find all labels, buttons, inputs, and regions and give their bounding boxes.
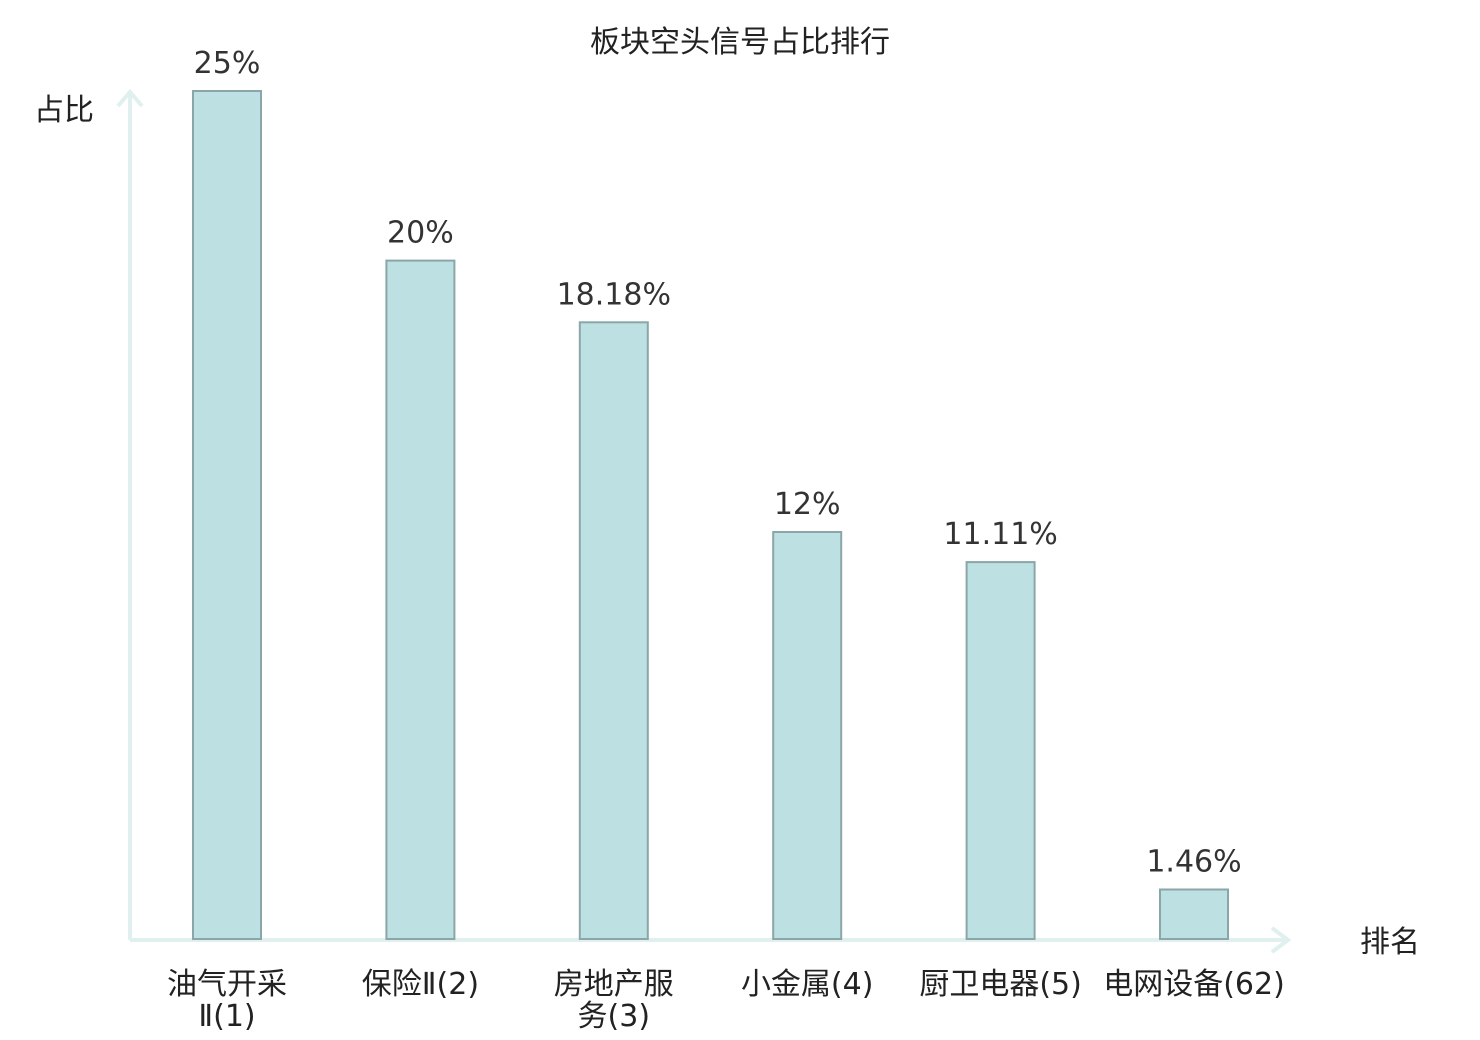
- x-axis-arrow-icon: [1270, 926, 1292, 954]
- x-axis-label: 排名: [1360, 925, 1420, 960]
- value-label-6: 1.46%: [1146, 845, 1241, 880]
- bar-3: [578, 321, 649, 940]
- category-label-line: 电网设备(62): [1103, 967, 1285, 1002]
- category-label-2: 保险Ⅱ(2): [362, 967, 479, 1002]
- category-label-4: 小金属(4): [741, 967, 874, 1002]
- value-label-4: 12%: [774, 487, 841, 522]
- value-label-5: 11.11%: [943, 517, 1057, 552]
- category-label-6: 电网设备(62): [1103, 967, 1285, 1002]
- bars-group: 25% 油气开采 Ⅱ(1) 20% 保险Ⅱ(2) 18.18% 房地产服务(3) 12% 小金属…: [167, 46, 1285, 1034]
- category-label-1: 油气开采 Ⅱ(1): [167, 967, 287, 1034]
- category-label-line: 房地产服: [554, 967, 674, 1002]
- category-label-line: 小金属(4): [741, 967, 874, 1002]
- bar-6: [1159, 888, 1229, 940]
- bar-1: [192, 90, 262, 940]
- y-axis-label: 占比: [34, 93, 94, 128]
- category-label-line: 务(3): [578, 999, 651, 1034]
- chart-title: 板块空头信号占比排行: [590, 25, 890, 60]
- category-label-line: Ⅱ(1): [198, 999, 255, 1034]
- category-label-3: 房地产服务(3): [554, 967, 674, 1034]
- category-label-line: 保险Ⅱ(2): [362, 967, 479, 1002]
- value-label-2: 20%: [387, 216, 454, 251]
- category-label-line: 厨卫电器(5): [919, 967, 1082, 1002]
- category-label-line: 油气开采: [167, 967, 287, 1002]
- bar-5: [965, 561, 1036, 940]
- y-axis-arrow-icon: [116, 88, 144, 108]
- bar-2: [385, 259, 456, 941]
- value-label-1: 25%: [194, 46, 261, 81]
- value-label-3: 18.18%: [557, 277, 671, 312]
- bar-4: [772, 531, 843, 940]
- category-label-5: 厨卫电器(5): [919, 967, 1082, 1002]
